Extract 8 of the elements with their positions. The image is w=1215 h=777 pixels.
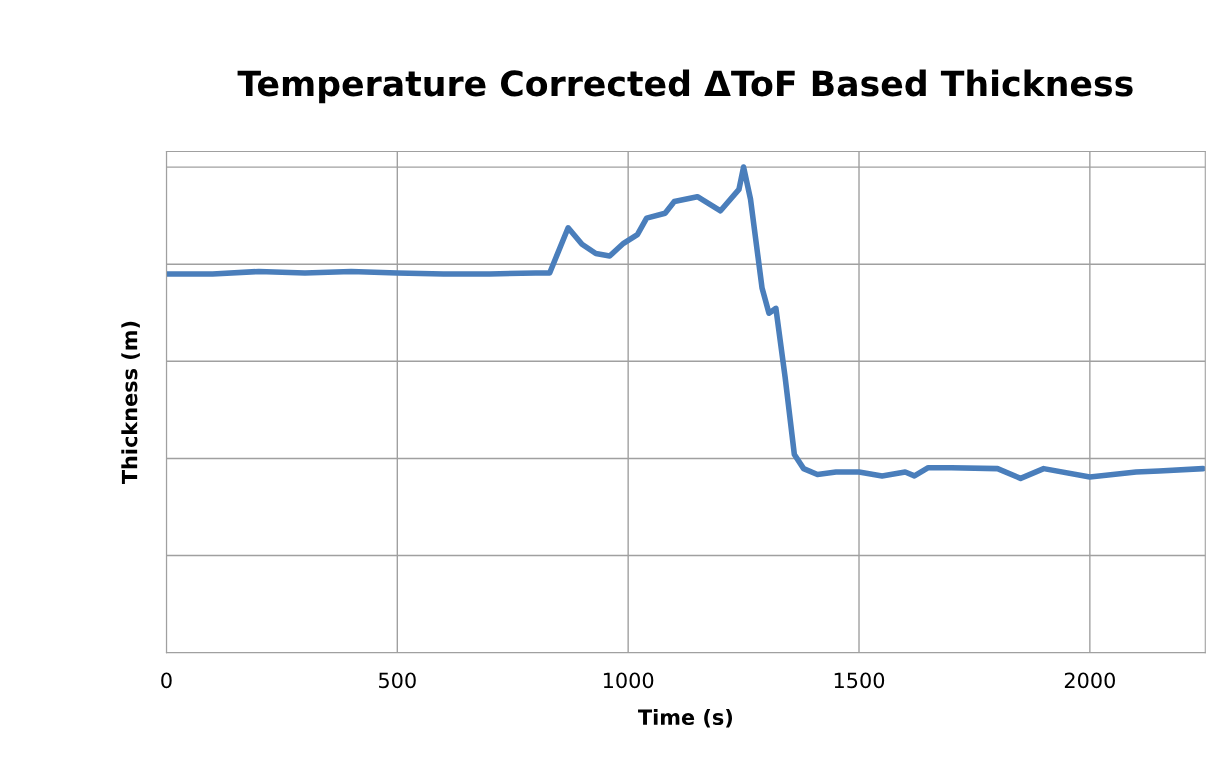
x-tick-label: 2000 xyxy=(1064,672,1115,689)
x-axis-title: Time (s) xyxy=(638,708,733,728)
y-axis-title: Thickness (m) xyxy=(121,321,140,485)
x-tick-label: 500 xyxy=(379,672,416,689)
chart-title: Temperature Corrected ΔToF Based Thickness xyxy=(237,69,1133,104)
x-tick-label: 1500 xyxy=(834,672,885,689)
x-tick-label: 0 xyxy=(161,672,172,689)
x-tick-label: 1000 xyxy=(603,672,654,689)
